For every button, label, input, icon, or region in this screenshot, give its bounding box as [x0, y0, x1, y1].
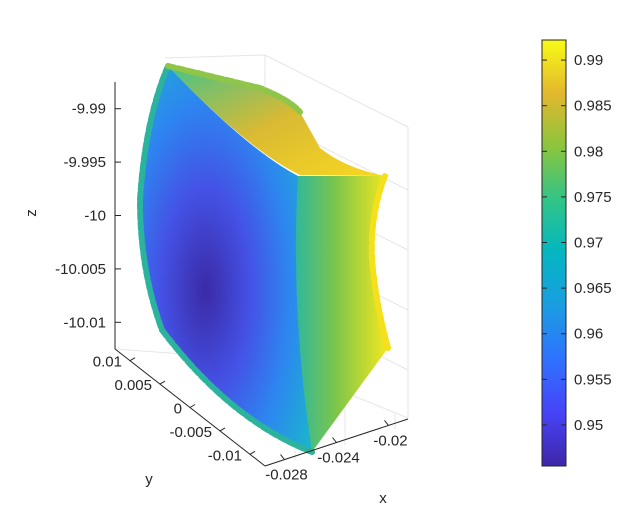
surface-edge-rim	[136, 63, 315, 455]
y-axis-label: y	[145, 471, 153, 488]
surface-right-rim	[368, 173, 391, 351]
colorbar-gradient	[541, 39, 567, 467]
point-cloud-surface	[136, 63, 391, 455]
colorbar-tick-label: 0.98	[574, 143, 603, 160]
surface-top-face	[168, 66, 385, 176]
colorbar-tick-label: 0.97	[574, 235, 603, 252]
x-tick-mark	[280, 454, 285, 460]
z-tick-label: -10.005	[55, 261, 106, 278]
colorbar-tick-label: 0.99	[574, 52, 603, 69]
axes-3d: -9.99 -9.995 -10 -10.005 -10.01 0.01 0.005 0 -0…	[23, 82, 409, 507]
y-tick-mark	[129, 357, 136, 362]
surface-side-face	[292, 176, 388, 452]
x-tick-group: -0.028 -0.024 -0.02	[265, 420, 408, 484]
colorbar-tick-label: 0.95	[574, 417, 603, 434]
colorbar: 0.99 0.985 0.98 0.975 0.97 0.965 0.96 0.955 0.95	[541, 39, 612, 467]
colorbar-tick-label: 0.965	[574, 280, 612, 297]
z-axis-label: z	[23, 209, 40, 217]
x-tick-mark	[384, 420, 389, 426]
colorbar-tick-group: 0.99 0.985 0.98 0.975 0.97 0.965 0.96 0.955 0.95	[542, 52, 612, 434]
y-tick-mark	[159, 380, 166, 385]
z-tick-label: -10	[84, 208, 106, 225]
y-tick-label: 0.005	[114, 377, 152, 394]
z-tick-label: -10.01	[63, 314, 106, 331]
x-axis-label: x	[379, 490, 387, 507]
z-tick-group: -9.99 -9.995 -10 -10.005 -10.01	[55, 101, 121, 331]
colorbar-tick-label: 0.975	[574, 189, 612, 206]
x-tick-mark	[332, 437, 337, 443]
colorbar-tick-label: 0.985	[574, 98, 612, 115]
y-tick-label: 0	[174, 401, 182, 418]
colorbar-tick-label: 0.96	[574, 326, 603, 343]
colorbar-tick-label: 0.955	[574, 371, 612, 388]
y-tick-mark	[219, 427, 226, 432]
z-tick-label: -9.99	[72, 101, 106, 118]
surface-top-rim	[165, 63, 303, 115]
y-tick-label: -0.01	[208, 447, 242, 464]
z-tick-label: -9.995	[63, 154, 106, 171]
x-tick-label: -0.02	[373, 432, 407, 449]
y-tick-label: -0.005	[169, 424, 212, 441]
x-tick-label: -0.024	[317, 450, 360, 467]
y-tick-mark	[249, 450, 256, 455]
y-tick-group: 0.01 0.005 0 -0.005 -0.01	[93, 354, 256, 464]
y-tick-label: 0.01	[93, 354, 122, 371]
x-tick-label: -0.028	[265, 467, 308, 484]
y-tick-mark	[189, 404, 196, 408]
